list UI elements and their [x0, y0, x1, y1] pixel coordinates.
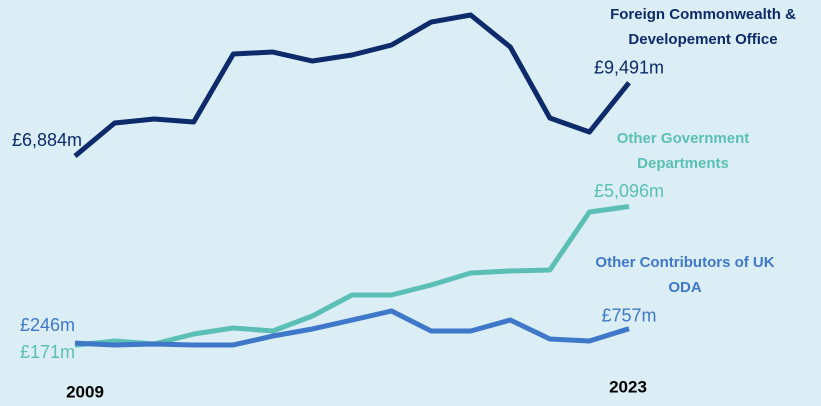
x-tick-label: 2009	[66, 382, 104, 401]
series-name: Foreign Commonwealth & Developement Offi…	[610, 6, 796, 48]
value-label: £246m	[20, 315, 75, 335]
value-label: £6,884m	[12, 130, 82, 150]
value-label: £9,491m	[594, 57, 664, 77]
line	[74, 203, 630, 348]
value-label: £171m	[20, 342, 75, 362]
line	[74, 308, 630, 348]
series-name: Other Contributors of UK ODA	[595, 254, 775, 296]
x-tick-label: 2023	[609, 377, 647, 396]
line	[73, 12, 631, 159]
value-label: £5,096m	[594, 181, 664, 201]
value-label: £757m	[601, 305, 656, 325]
series-name: Other Government Departments	[616, 130, 750, 172]
